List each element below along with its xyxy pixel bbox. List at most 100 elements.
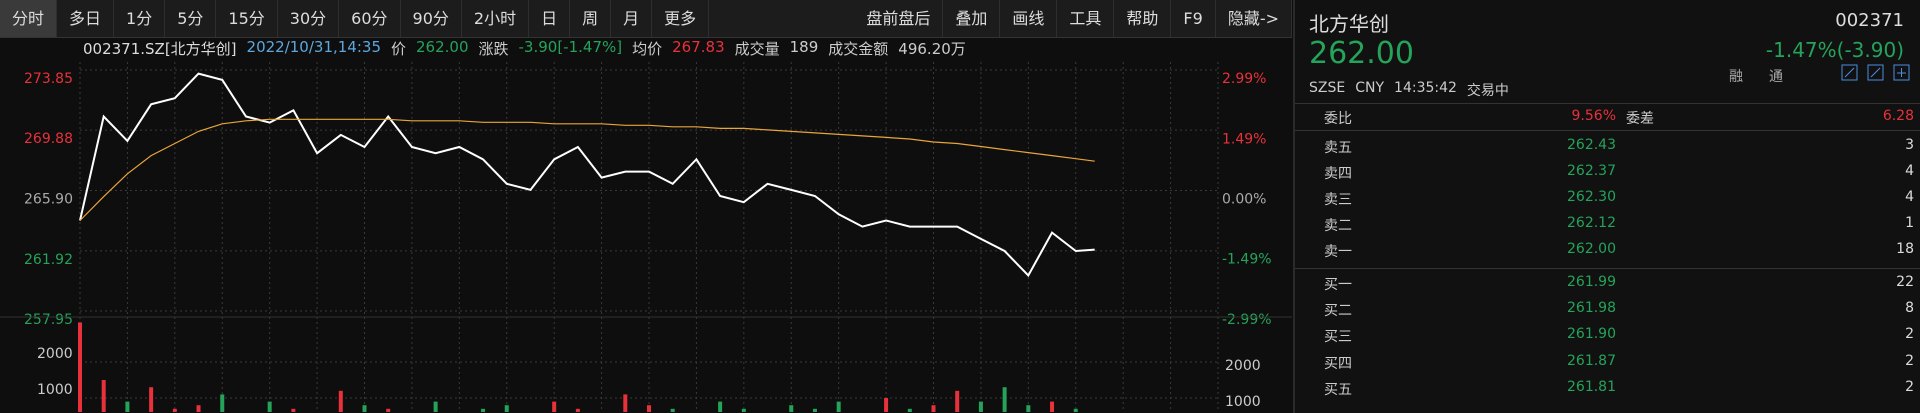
label: 涨跌	[478, 40, 509, 58]
level-qty: 2	[1905, 352, 1914, 369]
tab[interactable]: 叠加	[943, 0, 1001, 37]
level-price: 262.37	[1567, 163, 1616, 179]
level-price: 262.12	[1567, 215, 1616, 231]
volume-bar	[78, 322, 82, 412]
label: 委差	[1626, 111, 1654, 127]
y-tick-label: 269.88	[24, 131, 73, 147]
y-tick-label: 273.85	[24, 71, 73, 87]
currency: CNY	[1355, 80, 1385, 96]
y-tick-label: 257.95	[24, 312, 73, 328]
volume-bar	[362, 405, 367, 412]
volume-bar	[481, 408, 486, 412]
price-line	[79, 72, 1095, 278]
icon[interactable]	[1893, 64, 1910, 81]
tag: 通	[1769, 69, 1783, 85]
tab[interactable]: 周	[570, 0, 612, 37]
time: 14:35:42	[1394, 80, 1457, 96]
level-price: 261.99	[1567, 274, 1616, 290]
tab[interactable]: 日	[529, 0, 571, 37]
icon[interactable]	[1841, 64, 1858, 81]
y2-tick-label: 0.00%	[1222, 192, 1266, 208]
level-label: 卖四	[1324, 166, 1352, 182]
value: 267.83	[672, 38, 725, 56]
volume-bar	[196, 405, 201, 412]
level-qty: 4	[1905, 163, 1914, 179]
y2-tick-label: 2.99%	[1222, 71, 1266, 87]
volume-bar	[812, 408, 817, 412]
level-qty: 4	[1905, 189, 1914, 205]
level-label: 买一	[1324, 277, 1352, 293]
tab[interactable]: 帮助	[1114, 0, 1172, 37]
tab[interactable]: 90分	[401, 0, 462, 37]
label: 成交量	[734, 40, 780, 58]
volume-bar	[338, 390, 343, 412]
level-label: 买三	[1324, 329, 1352, 346]
tab[interactable]: 多日	[57, 0, 115, 37]
y-tick-label: 265.90	[24, 192, 73, 208]
status: 交易中	[1466, 83, 1509, 99]
level-label: 卖一	[1324, 244, 1352, 260]
y-tick-label: 2000	[37, 346, 73, 362]
level-qty: 22	[1896, 274, 1914, 290]
y2-tick-label: -2.99%	[1222, 312, 1272, 328]
volume-bar	[647, 405, 651, 412]
divider	[1295, 103, 1920, 104]
volume-bar	[1050, 401, 1055, 412]
chart: 257.95 261.92 265.90 269.88 273.85 -2.99% -1.4…	[0, 62, 1292, 412]
icon-glyph	[1844, 67, 1906, 78]
tab[interactable]: 盘前盘后	[854, 0, 944, 37]
tab[interactable]: 隐藏->	[1216, 0, 1292, 37]
level-label: 买五	[1324, 381, 1352, 398]
level-price: 261.87	[1567, 352, 1616, 369]
volume-bar	[1073, 408, 1078, 412]
level-price: 262.00	[1567, 241, 1616, 257]
tab[interactable]: 更多	[652, 0, 710, 37]
tag: 融	[1729, 69, 1743, 85]
volume-bar	[575, 408, 580, 412]
tool-icons[interactable]	[1841, 64, 1911, 82]
volume-bar	[670, 408, 675, 412]
level-price: 261.90	[1567, 326, 1616, 343]
volume-bar	[433, 401, 438, 412]
tab[interactable]: 1分	[114, 0, 166, 37]
volume-bar	[149, 387, 154, 412]
tab[interactable]: 15分	[216, 0, 278, 37]
volume-bar	[955, 390, 960, 412]
tab[interactable]: 工具	[1057, 0, 1115, 37]
label: 价	[390, 40, 406, 58]
volume-bar	[1026, 405, 1031, 412]
volume-bar	[504, 405, 509, 412]
volume-bar	[836, 401, 841, 412]
value: 9.56%	[1571, 108, 1616, 124]
volume-bar	[907, 408, 912, 412]
level-qty: 8	[1905, 300, 1914, 317]
level-qty: 2	[1905, 378, 1914, 395]
tab[interactable]: 分时	[0, 0, 58, 37]
divider	[1295, 268, 1920, 269]
y2-tick-label: 1.49%	[1222, 131, 1266, 147]
volume-bar	[386, 408, 391, 412]
volume-bar	[741, 408, 746, 412]
time: 2022/10/31,14:35	[246, 38, 381, 56]
level-price: 261.81	[1567, 378, 1616, 395]
volume-bar	[789, 405, 794, 412]
level-price: 262.30	[1567, 189, 1616, 205]
tab[interactable]: 60分	[339, 0, 401, 37]
tab[interactable]: 画线	[1000, 0, 1058, 37]
level-qty: 18	[1896, 241, 1914, 257]
icon[interactable]	[1867, 64, 1884, 81]
volume-bar	[978, 401, 983, 412]
volume-bar	[718, 401, 723, 412]
tab[interactable]: 月	[611, 0, 653, 37]
tab[interactable]: 5分	[165, 0, 217, 37]
tab[interactable]: 30分	[278, 0, 340, 37]
level-label: 卖二	[1324, 218, 1352, 234]
y-tick-label: 261.92	[24, 252, 73, 268]
tab[interactable]: F9	[1171, 0, 1216, 37]
value: -3.90[-1.47%]	[518, 38, 623, 56]
tabs-left: 分时 多日 1分 5分 15分 30分 60分 90分 2小时日周月更多	[0, 0, 710, 37]
value: 496.20万	[898, 40, 966, 58]
y-tick-label: 1000	[37, 382, 73, 398]
tab[interactable]: 2小时	[462, 0, 530, 37]
